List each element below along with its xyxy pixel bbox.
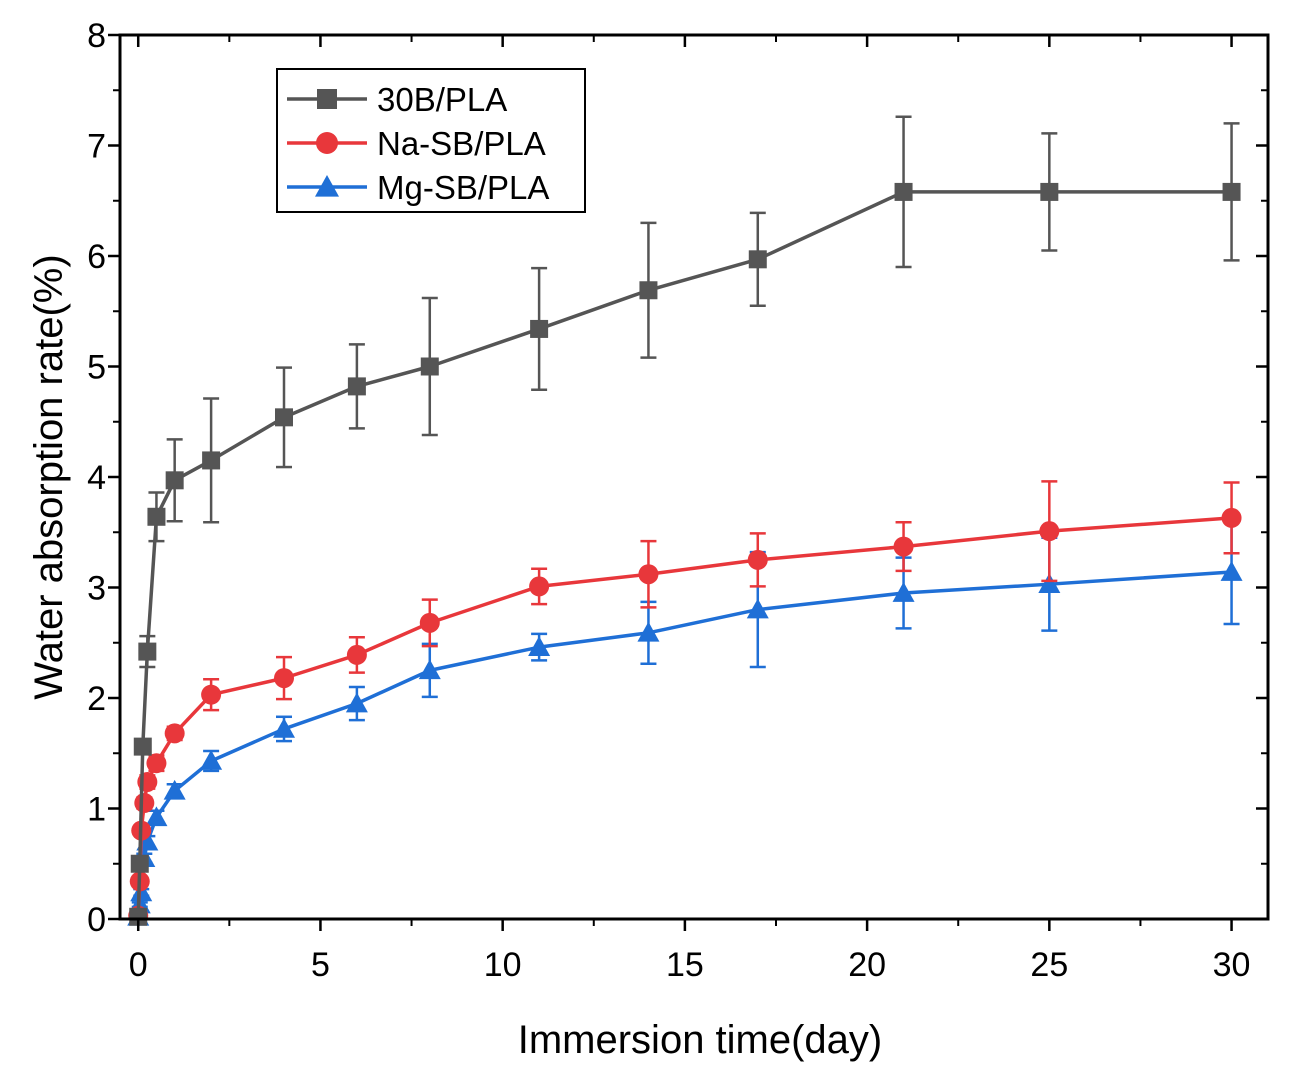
data-point (201, 684, 222, 705)
data-point (639, 281, 658, 300)
data-point (274, 668, 294, 689)
data-point (130, 854, 149, 873)
data-point (202, 451, 221, 470)
x-axis-title: Immersion time(day) (518, 1018, 883, 1062)
series-30b-pla (129, 115, 1241, 926)
legend-item: Mg-SB/PLA (287, 169, 549, 206)
data-point (418, 659, 441, 680)
data-point (273, 717, 295, 738)
axis-ticks: 0 5 10 15 20 25 30 0 1 2 3 4 5 6 7 8 (87, 17, 1268, 984)
x-tick-label: 5 (311, 946, 330, 984)
y-tick-label: 4 (87, 459, 106, 497)
series-line (136, 190, 1232, 917)
data-point (346, 644, 367, 665)
data-point (747, 549, 768, 570)
data-point (1038, 573, 1061, 593)
data-point (1222, 182, 1241, 201)
data-point (134, 792, 155, 813)
y-tick-label: 8 (87, 17, 106, 55)
data-point (146, 753, 167, 774)
y-axis-title: Water absorption rate(%) (27, 254, 71, 699)
data-point (528, 636, 551, 656)
data-point (129, 907, 148, 926)
x-tick-label: 20 (848, 946, 886, 984)
legend-label: 30B/PLA (377, 81, 507, 118)
data-point (345, 692, 368, 713)
data-point (1040, 182, 1059, 201)
data-point (746, 598, 769, 619)
x-tick-label: 0 (129, 946, 148, 984)
y-tick-label: 0 (87, 901, 106, 939)
legend: 30B/PLA Na-SB/PLA Mg-SB/PLA (276, 68, 586, 213)
data-point (138, 642, 157, 661)
data-point (893, 536, 914, 557)
data-point (530, 319, 549, 338)
y-tick-label: 5 (87, 349, 106, 387)
legend-label: Mg-SB/PLA (377, 169, 549, 206)
data-point (894, 182, 913, 201)
data-point (1221, 507, 1242, 528)
data-point (275, 408, 293, 427)
data-point (748, 250, 767, 269)
data-point (892, 582, 915, 602)
data-point (147, 507, 166, 526)
data-point (145, 806, 168, 827)
y-tick-label: 1 (87, 791, 106, 829)
data-point (163, 779, 186, 800)
x-tick-label: 30 (1213, 946, 1251, 984)
data-point (347, 377, 366, 396)
legend-entries: 30B/PLA Na-SB/PLA Mg-SB/PLA (287, 81, 549, 206)
x-tick-label: 25 (1030, 946, 1068, 984)
data-point (419, 612, 440, 633)
x-tick-label: 15 (666, 946, 704, 984)
data-point (638, 564, 659, 585)
data-point (133, 737, 152, 756)
data-point (637, 621, 660, 642)
data-point (529, 576, 550, 597)
legend-marker (317, 89, 337, 109)
legend-marker (315, 175, 339, 197)
legend-item: 30B/PLA (287, 81, 507, 118)
data-point (130, 881, 153, 902)
y-tick-label: 3 (87, 570, 106, 608)
data-point (200, 749, 223, 770)
legend-label: Na-SB/PLA (377, 125, 546, 162)
x-tick-label: 10 (484, 946, 522, 984)
data-point (165, 471, 184, 490)
series-na-sb-pla (128, 480, 1242, 926)
plot-area (127, 115, 1243, 926)
data-point (164, 723, 185, 744)
data-point (1039, 521, 1060, 542)
data-point (420, 357, 439, 376)
y-tick-label: 2 (87, 680, 106, 718)
y-tick-label: 6 (87, 238, 106, 276)
y-tick-label: 7 (87, 128, 106, 166)
legend-item: Na-SB/PLA (287, 125, 546, 162)
data-point (1220, 561, 1243, 581)
legend-marker (316, 132, 338, 154)
